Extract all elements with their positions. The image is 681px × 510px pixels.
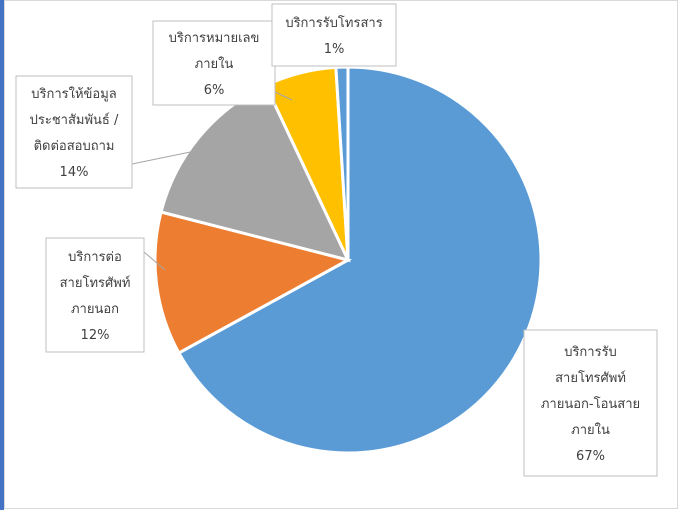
data-label-box-2: [15, 75, 133, 189]
data-label-box-4: [271, 3, 397, 67]
pie-slice-4: [334, 65, 350, 261]
data-label-box-0: [523, 329, 658, 477]
pie-slices: [153, 65, 543, 455]
data-label-percent-3: 6%: [204, 83, 225, 98]
data-label-percent-2: 14%: [60, 165, 89, 180]
data-label-percent-1: 12%: [81, 328, 110, 343]
data-label-category-0: ภายนอก-โอนสาย: [541, 396, 640, 412]
leader-line-3: [274, 91, 293, 101]
leader-line-2: [131, 149, 201, 165]
data-label-4: บริการรับโทรสาร 1%: [271, 3, 397, 67]
data-label-category-1: สายโทรศัพท์: [60, 275, 131, 291]
data-label-box-1: [45, 237, 145, 353]
chart-frame: [4, 0, 678, 509]
leader-line-1: [143, 251, 166, 271]
data-label-category-0: บริการรับ: [564, 345, 617, 360]
data-label-category-2: ติดต่อสอบถาม: [34, 139, 115, 154]
data-label-category-4: บริการรับโทรสาร: [285, 15, 382, 31]
data-label-category-3: ภายใน: [195, 56, 234, 72]
data-label-category-3: บริการหมายเลข: [169, 31, 260, 46]
data-label-percent-4: 1%: [324, 42, 345, 57]
pie-slice-0: [176, 65, 543, 455]
pie-slice-1: [153, 210, 353, 356]
left-accent-bar: [0, 0, 4, 510]
data-label-category-1: ภายนอก: [71, 302, 119, 317]
data-label-percent-0: 67%: [576, 449, 605, 464]
data-label-category-0: สายโทรศัพท์: [555, 370, 626, 386]
leader-lines: [131, 91, 293, 271]
data-label-category-0: ภายใน: [571, 422, 610, 438]
data-label-category-2: บริการให้ข้อมูล: [31, 86, 117, 102]
data-label-category-1: บริการต่อ: [68, 250, 122, 265]
data-label-box-3: [152, 20, 276, 106]
data-labels: บริการรับสายโทรศัพท์ภายนอก-โอนสายภายใน67…: [15, 3, 658, 477]
data-label-category-2: ประชาสัมพันธ์ /: [30, 112, 119, 128]
